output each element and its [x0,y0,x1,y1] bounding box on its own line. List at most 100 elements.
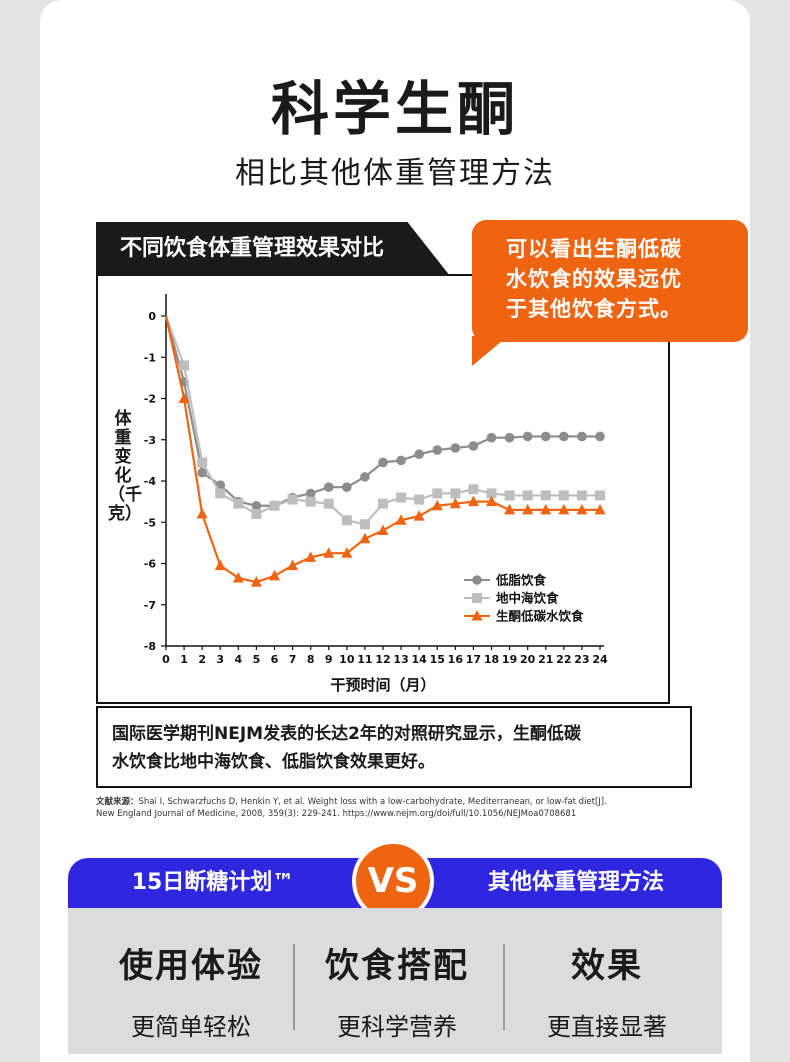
data-point-circle [504,432,515,443]
x-tick-label: 20 [520,653,536,666]
data-point-triangle [395,514,407,525]
y-tick-label: -1 [144,351,156,364]
data-point-triangle [413,510,425,521]
data-point-triangle [178,392,190,403]
x-tick-label: 22 [556,653,571,666]
callout-line: 水饮食的效果远优 [506,267,682,291]
legend-marker [472,593,482,603]
x-tick-label: 10 [339,653,355,666]
data-point-square [558,490,569,501]
data-point-circle [342,482,352,492]
data-point-triangle [323,547,335,558]
x-tick-label: 16 [448,653,464,666]
data-point-triangle [486,495,497,507]
data-point-circle [522,431,533,442]
data-point-circle [251,500,262,511]
x-tick-label: 12 [375,653,390,666]
references-label: 文献来源： [96,797,139,807]
data-point-circle [197,467,207,478]
callout-line: 于其他饮食方式。 [506,297,682,321]
data-point-square [305,496,316,507]
x-tick-label: 0 [162,653,170,666]
references: 文献来源：Shai I, Schwarzfuchs D, Henkin Y, e… [96,796,696,820]
data-point-triangle [232,571,244,583]
x-tick-label: 8 [307,653,315,666]
x-tick-label: 6 [271,653,279,666]
other-methods-label: 其他体重管理方法 [487,870,664,895]
data-point-square [323,498,334,509]
chart-tab-label: 不同饮食体重管理效果对比 [96,222,450,276]
y-axis-label: 体重变化（千克） [108,409,142,524]
y-tick-label: -3 [144,434,156,447]
data-point-square [468,484,479,495]
x-tick-label: 1 [180,653,188,666]
data-point-square [233,498,244,509]
chart-frame [96,274,670,704]
caption-line: 国际医学期刊NEJM发表的长达2年的对照研究显示，生酮低碳 [112,724,581,744]
data-point-square [359,519,370,530]
x-tick-label: 23 [574,653,589,666]
x-tick-label: 18 [484,653,499,666]
data-point-square [197,457,208,468]
data-point-square [378,498,388,509]
data-point-square [504,490,515,501]
data-point-circle [540,431,551,442]
x-tick-label: 13 [393,653,408,666]
data-point-circle [486,432,497,443]
column-detail: 更简单轻松 [131,1013,251,1041]
x-tick-label: 17 [466,653,481,666]
comparison-column-effect: 效果 更直接显著 [502,938,712,1042]
data-point-square [396,492,407,503]
column-heading: 饮食搭配 [325,946,469,986]
comparison-column-diet: 饮食搭配 更科学营养 [292,938,502,1042]
page-title: 科学生酮 [270,75,519,143]
y-tick-label: -2 [144,393,156,406]
data-point-circle [396,455,406,466]
series-line-triangle [164,315,600,584]
data-point-square [522,490,533,501]
column-heading: 使用体验 [119,946,263,986]
reference-line: New England Journal of Medicine, 2008, 3… [96,809,577,819]
legend-marker [472,575,482,585]
callout-line: 可以看出生酮低碳 [506,237,682,261]
data-point-triangle [196,508,208,519]
data-point-square [251,509,262,519]
column-heading: 效果 [571,946,643,986]
data-point-square [486,488,497,499]
data-point-circle [323,482,334,492]
data-point-circle [450,443,461,453]
data-point-square [576,490,587,501]
x-tick-label: 11 [357,653,372,666]
data-point-triangle [522,503,534,515]
data-point-triangle [431,499,443,511]
data-point-triangle [269,569,280,581]
data-point-triangle [287,559,299,571]
data-point-square [540,490,551,501]
page-subtitle: 相比其他体重管理方法 [235,156,555,191]
series-line-circle [164,315,600,507]
legend-label: 低脂饮食 [495,573,547,588]
data-point-triangle [214,559,226,571]
data-point-triangle [576,503,588,515]
series-line-square [164,315,600,526]
callout-bubble: 可以看出生酮低碳 水饮食的效果远优 于其他饮食方式。 [472,220,748,342]
x-tick-label: 14 [412,653,428,666]
column-detail: 更科学营养 [337,1013,457,1041]
data-point-circle [577,431,587,442]
data-point-triangle [359,532,371,544]
data-point-triangle [467,495,479,507]
y-tick-label: -5 [144,516,156,529]
data-point-square [215,488,226,499]
data-point-triangle [250,576,262,587]
comparison-box [68,908,722,1054]
legend-marker [471,610,483,621]
x-tick-label: 2 [198,653,206,666]
data-point-triangle [558,503,570,515]
x-tick-label: 4 [235,653,243,666]
data-point-circle [305,488,316,499]
y-tick-label: -8 [144,640,156,653]
data-point-circle [414,449,424,459]
data-point-triangle [449,497,461,509]
column-detail: 更直接显著 [547,1013,667,1041]
data-point-square [287,494,298,505]
